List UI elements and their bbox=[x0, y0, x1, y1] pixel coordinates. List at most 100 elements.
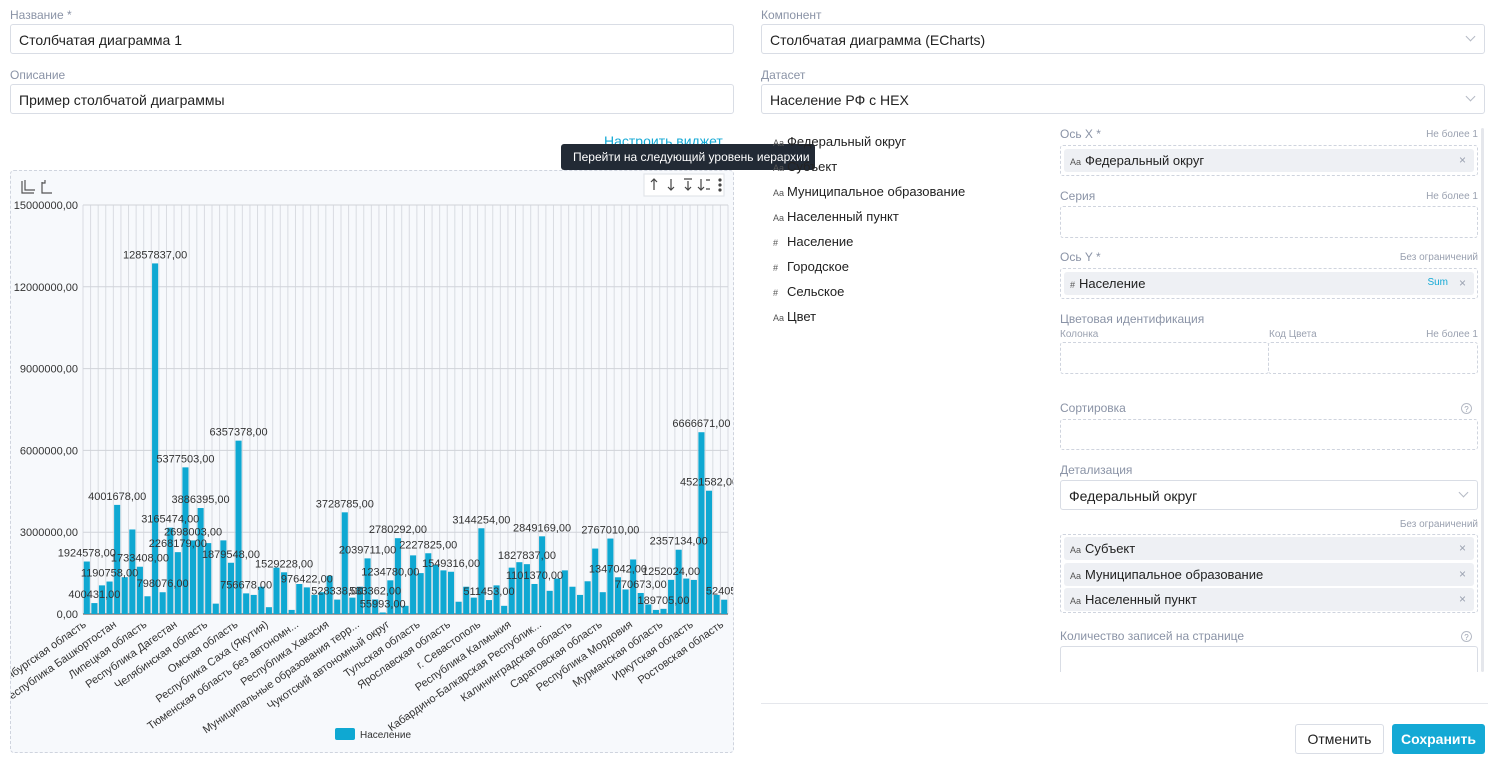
field-icon: Aa bbox=[773, 163, 787, 173]
bar bbox=[311, 595, 317, 614]
field-item[interactable]: #Сельское bbox=[773, 284, 844, 299]
bar bbox=[592, 549, 598, 614]
field-item[interactable]: AaСубъект bbox=[773, 159, 837, 174]
dataset-value: Население РФ с HEX bbox=[770, 92, 909, 108]
component-value: Столбчатая диаграмма (ECharts) bbox=[770, 32, 985, 48]
field-name: Населенный пункт bbox=[787, 209, 899, 224]
data-label: 400431,00 bbox=[68, 589, 120, 601]
data-label: 5377503,00 bbox=[156, 453, 214, 465]
field-item[interactable]: AaНаселенный пункт bbox=[773, 209, 899, 224]
chip-remove[interactable]: × bbox=[1459, 276, 1466, 290]
component-select[interactable]: Столбчатая диаграмма (ECharts) bbox=[761, 24, 1485, 54]
color-column-drop[interactable] bbox=[1060, 342, 1269, 374]
bar bbox=[501, 606, 507, 614]
save-button[interactable]: Сохранить bbox=[1392, 724, 1485, 754]
y-axis-chip[interactable]: #НаселениеSum× bbox=[1064, 272, 1474, 295]
data-label: 2039711,00 bbox=[339, 544, 396, 556]
name-input[interactable]: Столбчатая диаграмма 1 bbox=[10, 24, 734, 54]
drilldown-select[interactable]: Федеральный округ bbox=[1060, 480, 1478, 510]
chip-remove[interactable]: × bbox=[1459, 541, 1466, 555]
data-label: 770673,00 bbox=[615, 579, 667, 591]
field-item[interactable]: #Население bbox=[773, 234, 853, 249]
bar bbox=[440, 570, 446, 614]
drilldown-label: Детализация bbox=[1060, 463, 1132, 477]
sort-drop[interactable] bbox=[1060, 419, 1478, 450]
data-label: 1924578,00 bbox=[58, 548, 116, 560]
toolbar-right[interactable] bbox=[644, 174, 724, 196]
config-panel: Ось X * Не более 1 AaФедеральный округ× … bbox=[1060, 126, 1480, 672]
y-axis-drop[interactable]: #НаселениеSum× bbox=[1060, 268, 1478, 299]
color-label: Цветовая идентификация bbox=[1060, 312, 1204, 326]
chip-name: Населенный пункт bbox=[1085, 592, 1197, 607]
description-input[interactable]: Пример столбчатой диаграммы bbox=[10, 84, 734, 114]
field-icon: Aa bbox=[773, 188, 787, 198]
help-icon[interactable]: ? bbox=[1461, 631, 1472, 642]
bar bbox=[714, 595, 720, 614]
drilldown-value: Федеральный округ bbox=[1069, 488, 1197, 504]
chip-name: Муниципальное образование bbox=[1085, 567, 1263, 582]
bar bbox=[342, 512, 348, 614]
chip-name: Федеральный округ bbox=[1085, 153, 1204, 168]
cancel-button[interactable]: Отменить bbox=[1295, 724, 1384, 754]
field-item[interactable]: AaМуниципальное образование bbox=[773, 184, 965, 199]
data-label: 1234780,00 bbox=[361, 566, 419, 578]
name-label: Название * bbox=[10, 8, 72, 22]
chip-remove[interactable]: × bbox=[1459, 153, 1466, 167]
toolbar-left[interactable] bbox=[22, 180, 52, 193]
series-drop[interactable] bbox=[1060, 206, 1478, 238]
field-name: Муниципальное образование bbox=[787, 184, 965, 199]
chip-icon: Aa bbox=[1070, 596, 1081, 606]
bar bbox=[304, 587, 310, 614]
chip-remove[interactable]: × bbox=[1459, 592, 1466, 606]
drilldown-drop[interactable]: AaСубъект×AaМуниципальное образование×Aa… bbox=[1060, 534, 1478, 613]
color-code-drop[interactable] bbox=[1268, 342, 1478, 374]
description-label: Описание bbox=[10, 68, 65, 82]
data-label: 2767010,00 bbox=[581, 525, 639, 537]
data-label: 524058 bbox=[706, 586, 733, 598]
x-axis-drop[interactable]: AaФедеральный округ× bbox=[1060, 145, 1478, 176]
data-label: 798076,00 bbox=[137, 578, 189, 590]
field-name: Сельское bbox=[787, 284, 844, 299]
component-label: Компонент bbox=[761, 8, 822, 22]
field-name: Федеральный округ bbox=[787, 134, 906, 149]
chart: 0,003000000,006000000,009000000,00120000… bbox=[11, 171, 733, 752]
drilldown-chip[interactable]: Aa Муниципальное образование × bbox=[1064, 563, 1474, 586]
drilldown-chip[interactable]: AaСубъект× bbox=[1064, 537, 1474, 560]
x-axis-chip[interactable]: AaФедеральный округ× bbox=[1064, 149, 1474, 172]
bar bbox=[607, 539, 613, 614]
help-icon[interactable]: ? bbox=[1461, 403, 1472, 414]
bar bbox=[418, 573, 424, 614]
data-label: 3165474,00 bbox=[141, 514, 199, 526]
data-label: 533362,00 bbox=[349, 585, 401, 597]
legend-swatch[interactable] bbox=[335, 728, 355, 740]
bar bbox=[554, 579, 560, 614]
legend-label[interactable]: Население bbox=[360, 730, 412, 741]
bar bbox=[653, 610, 659, 614]
bar bbox=[122, 577, 128, 614]
bar bbox=[213, 604, 219, 614]
field-name: Городское bbox=[787, 259, 849, 274]
chip-icon: Aa bbox=[1070, 571, 1081, 581]
color-limit: Не более 1 bbox=[1426, 329, 1478, 340]
chip-aggregation[interactable]: Sum bbox=[1427, 277, 1448, 288]
scrollbar[interactable] bbox=[1481, 128, 1484, 672]
field-item[interactable]: AaФедеральный округ bbox=[773, 134, 906, 149]
data-label: 3144254,00 bbox=[452, 514, 510, 526]
widget-preview: 0,003000000,006000000,009000000,00120000… bbox=[10, 170, 734, 753]
data-label: 4521582,00 bbox=[680, 477, 733, 489]
chip-remove[interactable]: × bbox=[1459, 567, 1466, 581]
bar bbox=[486, 600, 492, 614]
drilldown-chip[interactable]: Aa Населенный пункт × bbox=[1064, 588, 1474, 611]
field-item[interactable]: #Городское bbox=[773, 259, 849, 274]
bar bbox=[577, 595, 583, 614]
bar bbox=[91, 603, 97, 614]
bar bbox=[569, 587, 575, 614]
sort-label: Сортировка bbox=[1060, 401, 1126, 415]
data-label: 1827837,00 bbox=[498, 550, 556, 562]
dataset-select[interactable]: Население РФ с HEX bbox=[761, 84, 1485, 114]
page-size-input[interactable] bbox=[1060, 646, 1478, 672]
data-label: 756678,00 bbox=[220, 579, 272, 591]
field-item[interactable]: AaЦвет bbox=[773, 309, 816, 324]
data-label: 6357378,00 bbox=[209, 427, 267, 439]
